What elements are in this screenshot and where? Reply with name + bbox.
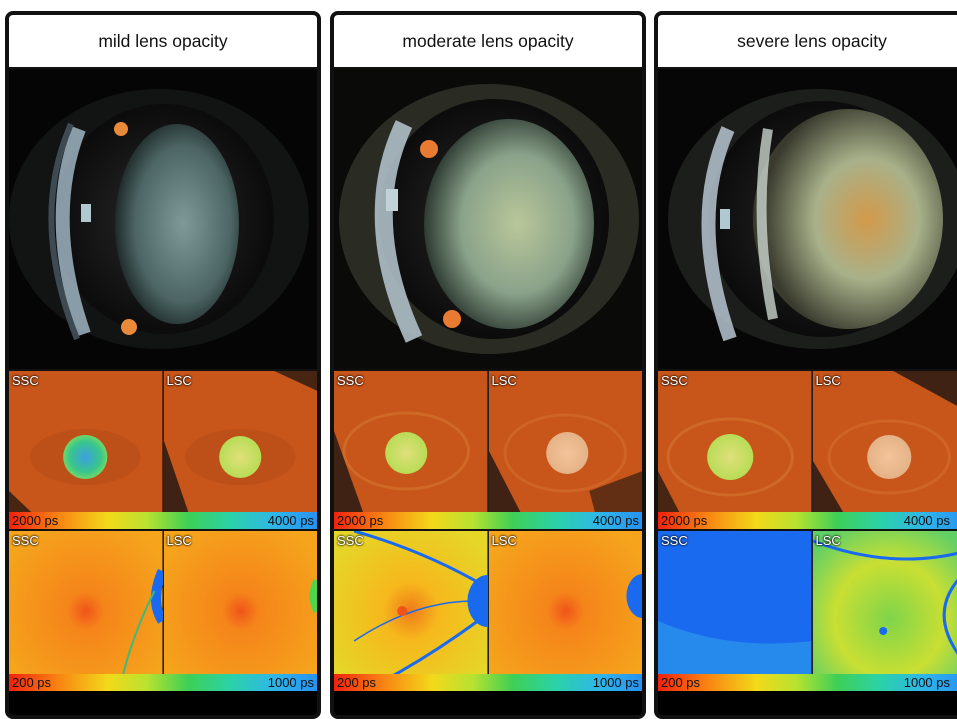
lsc-label: LSC	[816, 373, 841, 388]
panel-mild: mild lens opacity SSC	[5, 11, 321, 719]
lsc-label: LSC	[492, 373, 517, 388]
flim-lsc: LSC	[163, 371, 318, 529]
retina-ssc: SSC	[334, 531, 488, 691]
panel-title: moderate lens opacity	[334, 15, 642, 69]
lsc-label: LSC	[167, 373, 192, 388]
scale-max: 4000 ps	[593, 512, 639, 529]
lifetime-colorbar: 200 ps 1000 ps	[658, 674, 957, 691]
flim-lsc: LSC	[488, 371, 643, 529]
retina-ssc: SSC	[9, 531, 163, 691]
flim-ssc: SSC	[658, 371, 812, 529]
ssc-label: SSC	[661, 533, 688, 548]
lifetime-colorbar: 200 ps 1000 ps	[9, 674, 317, 691]
ssc-label: SSC	[12, 373, 39, 388]
lsc-label: LSC	[167, 533, 192, 548]
flim-lens-row: SSC LSC 2000 ps 4000 ps	[334, 369, 642, 529]
ssc-label: SSC	[661, 373, 688, 388]
panel-title: mild lens opacity	[9, 15, 317, 69]
flim-retina-row: SSC LSC 200 ps 1000 ps	[334, 529, 642, 691]
lifetime-colorbar: 200 ps 1000 ps	[334, 674, 642, 691]
scale-max: 1000 ps	[593, 674, 639, 691]
scale-min: 200 ps	[337, 674, 376, 691]
scale-max: 4000 ps	[904, 512, 950, 529]
flim-lens-row: SSC LSC 2000 ps 4000 ps	[658, 369, 957, 529]
ssc-label: SSC	[337, 373, 364, 388]
flim-lens-row: SSC LSC 2000 ps 4000 ps	[9, 369, 317, 529]
scale-min: 2000 ps	[12, 512, 58, 529]
panel-title: severe lens opacity	[658, 15, 957, 69]
panel-severe: severe lens opacity SSC	[654, 11, 957, 719]
lifetime-colorbar: 2000 ps 4000 ps	[9, 512, 317, 529]
retina-lsc: LSC	[488, 531, 643, 691]
slit-lamp-photo	[334, 69, 642, 369]
scale-min: 2000 ps	[337, 512, 383, 529]
retina-lsc: LSC	[812, 531, 957, 691]
flim-retina-row: SSC LSC 200 ps 1000 ps	[9, 529, 317, 691]
lifetime-colorbar: 2000 ps 4000 ps	[334, 512, 642, 529]
scale-min: 200 ps	[12, 674, 51, 691]
slit-lamp-photo	[658, 69, 957, 369]
retina-lsc: LSC	[163, 531, 318, 691]
scale-max: 4000 ps	[268, 512, 314, 529]
lsc-label: LSC	[816, 533, 841, 548]
slit-lamp-photo	[9, 69, 317, 369]
lsc-label: LSC	[492, 533, 517, 548]
scale-max: 1000 ps	[904, 674, 950, 691]
flim-lsc: LSC	[812, 371, 957, 529]
panel-moderate: moderate lens opacity SSC	[330, 11, 646, 719]
ssc-label: SSC	[12, 533, 39, 548]
flim-ssc: SSC	[9, 371, 163, 529]
flim-retina-row: SSC LSC 200 ps 1000 ps	[658, 529, 957, 691]
scale-max: 1000 ps	[268, 674, 314, 691]
scale-min: 2000 ps	[661, 512, 707, 529]
ssc-label: SSC	[337, 533, 364, 548]
flim-ssc: SSC	[334, 371, 488, 529]
scale-min: 200 ps	[661, 674, 700, 691]
retina-ssc: SSC	[658, 531, 812, 691]
lifetime-colorbar: 2000 ps 4000 ps	[658, 512, 957, 529]
